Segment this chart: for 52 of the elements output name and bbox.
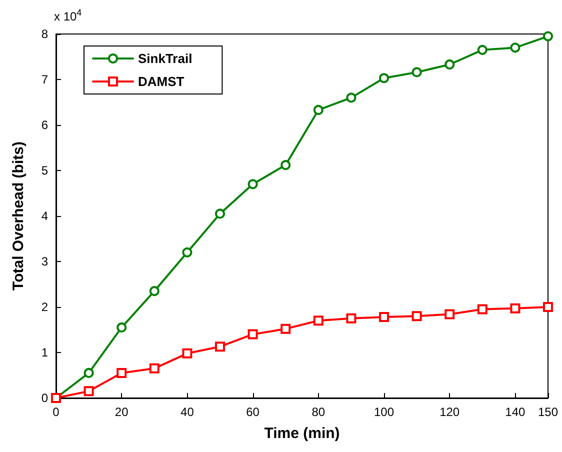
y-tick-label: 3 [41,254,48,268]
point [477,304,488,314]
point [346,92,356,103]
x-tick-label: 20 [114,405,129,419]
point [444,309,455,320]
x-tick-label: 40 [180,405,194,419]
point [149,363,160,374]
x-tick-label: 0 [52,405,60,419]
point [313,104,324,115]
point [116,322,127,332]
point [280,160,291,170]
y-tick-label: 0 [41,391,48,405]
x-tick-label: 140 [505,405,526,419]
y-tick-label: 4 [41,209,48,223]
point [248,179,258,190]
point [215,208,225,219]
y-tick-label: 2 [41,300,48,314]
x-axis-title: Time (min) [264,425,340,442]
point [116,368,127,378]
point [215,342,225,352]
y-axis-title: Total Overhead (bits) [10,142,27,290]
x-tick-label: 120 [440,405,460,419]
point [84,368,94,378]
y-tick-label: 1 [41,346,48,360]
point [280,324,291,334]
point [543,31,553,42]
point [543,302,553,312]
point [412,67,422,78]
point [313,316,324,326]
y-tick-label: 7 [41,72,48,86]
point [412,311,422,322]
x-tick-label: 80 [312,405,326,419]
point [182,247,192,258]
legend-label: DAMST [138,74,184,89]
y-tick-label: 6 [41,118,48,132]
x-tick-label: 100 [374,405,394,419]
legend-label: SinkTrail [138,51,192,66]
point [182,348,192,358]
point [477,44,488,55]
point [379,73,389,84]
point [510,42,520,53]
x-tick-label: 60 [246,405,260,419]
point [346,313,356,324]
y-tick-label: 5 [41,164,48,178]
point [379,312,389,322]
point [248,329,258,340]
x-tick-label: 150 [538,405,558,419]
point [149,286,160,296]
point [510,303,520,314]
y-tick-label: 8 [41,27,48,41]
point [84,386,94,396]
point [444,59,455,70]
